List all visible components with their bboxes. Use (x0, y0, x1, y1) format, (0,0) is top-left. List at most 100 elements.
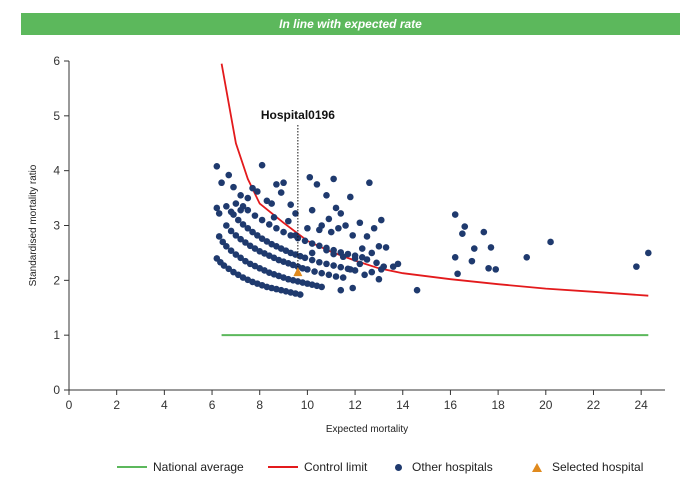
hospital-point (451, 254, 459, 261)
hospital-point (227, 227, 235, 235)
hospital-point (230, 268, 237, 276)
hospital-point (368, 249, 376, 257)
hospital-point (339, 253, 347, 261)
hospital-point (227, 247, 235, 255)
hospital-point (382, 244, 390, 251)
hospital-point (325, 215, 333, 223)
hospital-point (316, 242, 323, 250)
hospital-point (285, 217, 292, 225)
hospital-point (258, 216, 266, 224)
hospital-point (332, 273, 340, 280)
hospital-point (268, 200, 275, 207)
hospital-point (313, 181, 321, 188)
legend-swatch-other-hospitals (395, 463, 402, 471)
hospital-point (244, 194, 252, 202)
x-tick-label: 12 (348, 398, 362, 412)
hospital-point (363, 256, 371, 263)
hospital-point (347, 266, 354, 273)
legend-swatch-control-limit (268, 466, 298, 468)
hospital-point (492, 266, 500, 273)
legend-label-selected-hospital: Selected hospital (552, 460, 644, 474)
hospital-point (301, 254, 309, 262)
x-tick-label: 24 (634, 398, 648, 412)
hospital-point (389, 263, 397, 270)
hospital-point (323, 260, 330, 268)
hospital-point (258, 161, 266, 169)
hospital-point (242, 239, 249, 246)
hospital-point (237, 192, 244, 199)
hospital-point (368, 268, 376, 276)
hospital-point (292, 232, 299, 239)
hospital-point (230, 183, 237, 191)
hospital-point (361, 271, 368, 279)
legend-item-selected-hospital: Selected hospital (532, 460, 643, 474)
hospital-point (366, 179, 373, 187)
hospital-point (323, 246, 330, 254)
hospital-point (215, 210, 223, 217)
hospital-point (308, 206, 316, 214)
x-tick-label: 0 (66, 398, 73, 412)
selected-hospital-marker (293, 267, 303, 277)
x-tick-label: 16 (444, 398, 458, 412)
hospital-point (487, 244, 495, 251)
hospital-point (308, 256, 316, 264)
hospital-point (351, 255, 359, 262)
x-tick-label: 8 (256, 398, 263, 412)
hospital-point (337, 210, 345, 217)
hospital-point (373, 259, 380, 267)
hospital-point (263, 197, 271, 205)
hospital-point (311, 268, 318, 275)
hospital-point (468, 257, 476, 265)
hospital-point (218, 179, 225, 187)
hospital-point (363, 233, 371, 240)
hospital-point (394, 260, 402, 268)
hospital-point (378, 216, 385, 224)
hospital-point (327, 228, 335, 236)
hospital-point (339, 274, 347, 281)
hospital-point (470, 245, 478, 252)
hospital-point (523, 254, 531, 261)
hospital-point (332, 204, 340, 212)
hospital-point (413, 286, 421, 294)
hospital-point (251, 245, 259, 252)
hospital-point (225, 265, 233, 273)
hospital-point (237, 235, 244, 243)
y-tick-label: 5 (53, 109, 60, 123)
hospital-point (349, 284, 356, 292)
hospital-point (459, 230, 466, 238)
hospital-point (223, 203, 230, 210)
y-tick-label: 3 (53, 219, 60, 233)
hospital-point (480, 228, 488, 236)
hospital-point (349, 232, 356, 239)
y-tick-label: 6 (53, 54, 60, 68)
hospital-point (219, 238, 227, 246)
x-tick-label: 20 (539, 398, 553, 412)
hospital-point (213, 204, 221, 212)
hospital-point (263, 238, 271, 245)
hospital-point (342, 222, 349, 229)
x-tick-label: 10 (301, 398, 315, 412)
hospital-point (330, 262, 337, 269)
x-tick-label: 14 (396, 398, 410, 412)
legend-item-other-hospitals: Other hospitals (395, 460, 493, 474)
hospital-point (375, 275, 383, 283)
hospital-point (316, 258, 323, 266)
hospital-point (337, 263, 345, 271)
x-tick-label: 2 (113, 398, 120, 412)
hospital-point (451, 211, 459, 218)
hospital-point (213, 162, 221, 170)
x-tick-label: 4 (161, 398, 168, 412)
hospital-point (280, 228, 287, 236)
hospital-point (265, 221, 273, 228)
hospital-point (258, 235, 266, 242)
hospital-point (251, 212, 259, 219)
hospital-point (244, 224, 252, 232)
hospital-point (254, 188, 261, 195)
hospital-point (273, 224, 280, 232)
hospital-point (547, 238, 554, 246)
hospital-point (461, 223, 469, 230)
hospital-point (308, 240, 316, 247)
hospital-point (308, 249, 316, 257)
hospital-point (454, 270, 461, 278)
